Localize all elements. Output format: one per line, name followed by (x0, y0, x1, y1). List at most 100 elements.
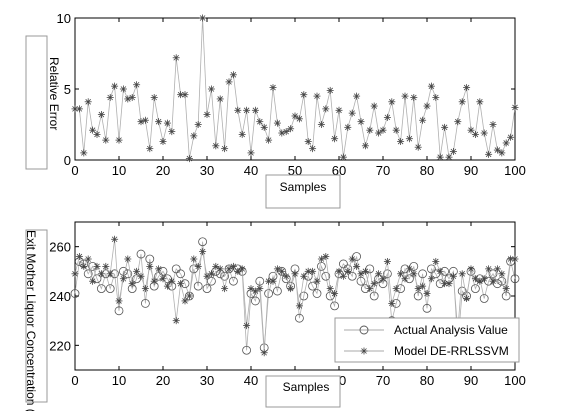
data-point-star (331, 135, 339, 143)
data-point-circle (140, 298, 150, 308)
y-tick-label: 0 (64, 153, 71, 168)
data-point-star (119, 275, 127, 283)
data-point-star (71, 270, 79, 278)
data-point-star (317, 121, 325, 128)
data-point-star (388, 98, 396, 106)
data-point-star (427, 82, 435, 90)
data-point-star (300, 272, 308, 280)
data-point-star (282, 272, 290, 280)
data-point-star (168, 277, 176, 285)
legend-marker-star (360, 347, 368, 355)
data-point-star (423, 102, 431, 110)
xlabel-samples-top: Samples (280, 180, 327, 194)
data-point-circle (250, 296, 260, 306)
legend-star-glyph (360, 347, 368, 355)
data-point-star (172, 317, 180, 325)
data-point-star (229, 262, 237, 270)
data-point-star (485, 150, 493, 158)
data-point-star (97, 111, 105, 119)
data-point-star (141, 116, 149, 124)
data-point-circle (70, 289, 80, 298)
data-point-star (282, 128, 290, 136)
xlabel-samples-bottom: Samples (283, 380, 330, 394)
data-point-star (111, 235, 119, 243)
xlabel-box-bottom (265, 375, 341, 408)
data-point-star (348, 109, 356, 117)
data-point-circle (330, 301, 340, 311)
data-point-star (199, 14, 207, 22)
data-point-star (256, 118, 264, 126)
x-tick-label: 0 (71, 373, 78, 388)
data-point-circle (83, 269, 93, 279)
y-tick-label: 220 (49, 338, 71, 353)
data-point-circle (105, 284, 115, 294)
x-tick-label: 60 (332, 163, 346, 178)
data-point-star (300, 91, 308, 99)
data-point-star (436, 153, 444, 161)
data-point-star (247, 285, 255, 293)
data-point-star (480, 275, 488, 283)
data-point-star (326, 285, 334, 293)
data-point-star (454, 118, 462, 126)
x-tick-label: 30 (200, 373, 214, 388)
data-point-star (238, 130, 246, 138)
data-point-star (124, 255, 132, 263)
data-point-star (106, 94, 114, 102)
data-point-circle (264, 289, 274, 298)
axes-frame (74, 17, 516, 161)
data-point-star (401, 275, 409, 283)
data-point-star (133, 267, 141, 275)
legend-box (334, 317, 520, 363)
data-point-star (458, 270, 466, 278)
data-point-star (225, 78, 233, 86)
y-tick-label: 10 (57, 11, 71, 26)
data-point-circle (312, 289, 322, 298)
data-point-star (493, 146, 501, 154)
data-point-star (436, 267, 444, 275)
data-point-circle (308, 281, 318, 291)
x-tick-label: 90 (464, 373, 478, 388)
data-point-star (265, 136, 273, 144)
data-point-star (194, 262, 202, 270)
data-point-star (357, 118, 365, 126)
data-point-star (427, 275, 435, 283)
data-point-star (106, 270, 114, 278)
data-point-star (93, 262, 101, 270)
data-point-star (207, 270, 215, 278)
data-point-star (190, 132, 198, 140)
data-point-star (480, 129, 488, 137)
data-point-star (119, 85, 127, 93)
data-point-star (432, 257, 440, 265)
data-point-star (150, 277, 158, 285)
data-point-star (97, 270, 105, 278)
data-point-star (458, 98, 466, 106)
data-point-star (163, 119, 171, 127)
data-point-circle (171, 264, 181, 274)
data-point-star (243, 106, 251, 114)
data-point-star (172, 54, 180, 62)
ylabel-concentration: Exit Mother Liquor Concentration (g/l) (24, 230, 38, 411)
data-point-star (75, 105, 83, 113)
data-point-circle (431, 269, 441, 279)
legend: Actual Analysis Value Model DE-RRLSSVM (334, 317, 520, 363)
x-tick-label: 70 (376, 163, 390, 178)
data-point-star (137, 272, 145, 280)
data-point-star (405, 265, 413, 273)
data-point-star (441, 123, 449, 131)
ylabel-relative-error: Relative Error (47, 57, 61, 130)
data-point-star (397, 270, 405, 278)
data-point-circle (294, 313, 304, 323)
data-point-star (313, 277, 321, 285)
data-point-star (410, 94, 418, 102)
x-tick-label: 10 (112, 373, 126, 388)
data-point-star (181, 297, 189, 305)
data-point-circle (202, 284, 212, 294)
data-point-circle (369, 291, 379, 301)
data-point-star (370, 102, 378, 110)
data-point-star (287, 125, 295, 133)
data-point-star (379, 275, 387, 283)
xlabel-box-top (265, 174, 341, 209)
data-point-star (471, 130, 479, 138)
data-point-star (146, 145, 154, 153)
data-point-star (273, 119, 281, 127)
